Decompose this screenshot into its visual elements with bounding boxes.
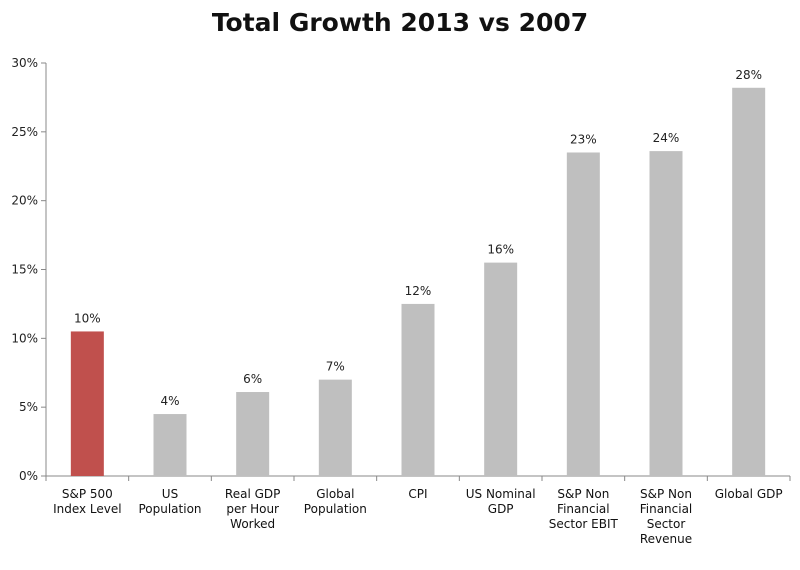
category-label: Real GDP per Hour Worked — [225, 487, 280, 531]
data-label: 10% — [74, 311, 101, 325]
bars — [70, 87, 766, 476]
category-label: S&P Non Financial Sector EBIT — [549, 487, 619, 531]
data-label: 24% — [653, 131, 680, 145]
category-label: CPI — [408, 487, 427, 501]
category-label: Global GDP — [715, 487, 783, 501]
bar — [318, 379, 352, 476]
y-tick-label: 15% — [11, 263, 38, 277]
y-tick-label: 0% — [19, 469, 38, 483]
y-tick-label: 5% — [19, 400, 38, 414]
data-label: 12% — [405, 284, 432, 298]
category-labels: S&P 500 Index Level US Population Real GDP pe… — [53, 487, 783, 546]
y-tick-label: 25% — [11, 125, 38, 139]
data-label: 28% — [735, 68, 762, 82]
data-label: 16% — [487, 243, 514, 257]
bar — [732, 87, 766, 476]
y-tick-label: 10% — [11, 331, 38, 345]
bar — [401, 303, 435, 476]
y-axis-ticks: 0% 5% 10% 15% 20% 25% 30% — [11, 56, 46, 483]
bar — [484, 262, 518, 476]
data-label: 4% — [160, 394, 179, 408]
category-label: US Population — [138, 487, 201, 516]
data-label: 6% — [243, 372, 262, 386]
category-label: US Nominal GDP — [466, 487, 536, 516]
data-labels: 10% 4% 6% 7% 12% 16% 23% 24% 28% — [74, 68, 762, 408]
bar — [70, 331, 104, 476]
chart-title: Total Growth 2013 vs 2007 — [211, 8, 589, 37]
category-label: S&P Non Financial Sector Revenue — [640, 487, 693, 546]
data-label: 23% — [570, 132, 597, 146]
bar — [236, 392, 270, 476]
y-tick-label: 20% — [11, 194, 38, 208]
y-tick-label: 30% — [11, 56, 38, 70]
data-label: 7% — [326, 360, 345, 374]
category-label: S&P 500 Index Level — [53, 487, 122, 516]
category-label: Global Population — [304, 487, 367, 516]
bar — [566, 152, 600, 476]
bar — [153, 414, 187, 476]
bar — [649, 151, 683, 476]
